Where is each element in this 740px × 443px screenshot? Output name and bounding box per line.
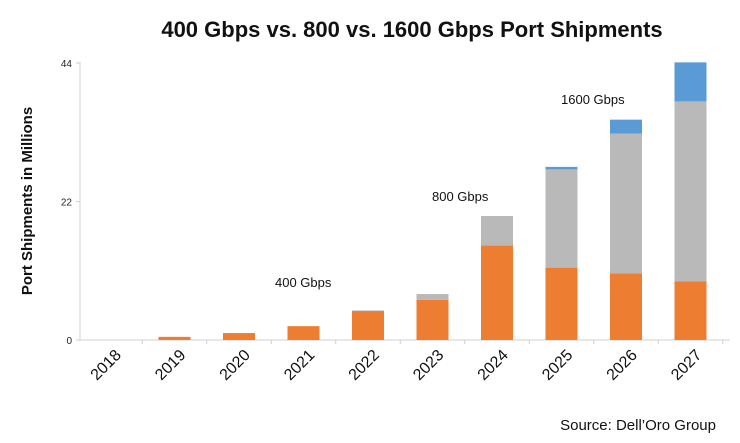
x-tick-label: 2023 (410, 347, 447, 384)
bar-1600-gbps-2026 (610, 119, 642, 134)
y-tick-label: 44 (61, 59, 73, 70)
bar-400-gbps-2019 (158, 336, 191, 340)
chart-title: 400 Gbps vs. 800 vs. 1600 Gbps Port Ship… (161, 17, 662, 42)
bar-400-gbps-2020 (223, 333, 255, 340)
bars (158, 62, 707, 340)
bar-800-gbps-2022 (352, 310, 384, 312)
x-tick-label: 2024 (475, 347, 512, 384)
y-tick-label: 0 (66, 336, 72, 347)
bar-400-gbps-2022 (352, 311, 384, 340)
x-tick-label: 2027 (668, 347, 705, 384)
bar-400-gbps-2024 (481, 245, 513, 340)
bar-1600-gbps-2025 (545, 166, 578, 170)
source-note: Source: Dell’Oro Group (560, 417, 716, 434)
annotation-400-gbps: 400 Gbps (275, 275, 332, 290)
bar-400-gbps-2023 (416, 299, 449, 340)
bar-800-gbps-2023 (416, 294, 449, 300)
y-ticks: 0 22 44 (61, 59, 80, 347)
bar-800-gbps-2024 (481, 215, 513, 246)
y-tick-label: 22 (61, 198, 73, 209)
bar-800-gbps-2027 (674, 101, 707, 282)
bar-400-gbps-2021 (287, 326, 320, 340)
x-tick-label: 2019 (152, 347, 189, 384)
x-tick-label: 2022 (346, 347, 383, 384)
bar-400-gbps-2026 (610, 273, 642, 340)
x-ticks: 2018 2019 2020 2021 2022 2023 2024 2025 2026 2027 (88, 340, 724, 384)
x-tick-label: 2025 (539, 347, 576, 384)
annotation-800-gbps: 800 Gbps (432, 189, 489, 204)
bar-800-gbps-2025 (545, 169, 578, 268)
annotation-1600-gbps: 1600 Gbps (561, 92, 625, 107)
bar-800-gbps-2026 (610, 133, 642, 274)
bar-400-gbps-2025 (545, 267, 578, 340)
y-axis-label: Port Shipments in Millions (19, 107, 36, 295)
bar-400-gbps-2027 (674, 281, 707, 340)
bar-1600-gbps-2027 (674, 62, 707, 102)
x-tick-label: 2018 (88, 347, 125, 384)
x-tick-label: 2026 (604, 347, 641, 384)
x-tick-label: 2020 (217, 347, 254, 384)
x-tick-label: 2021 (281, 347, 318, 384)
